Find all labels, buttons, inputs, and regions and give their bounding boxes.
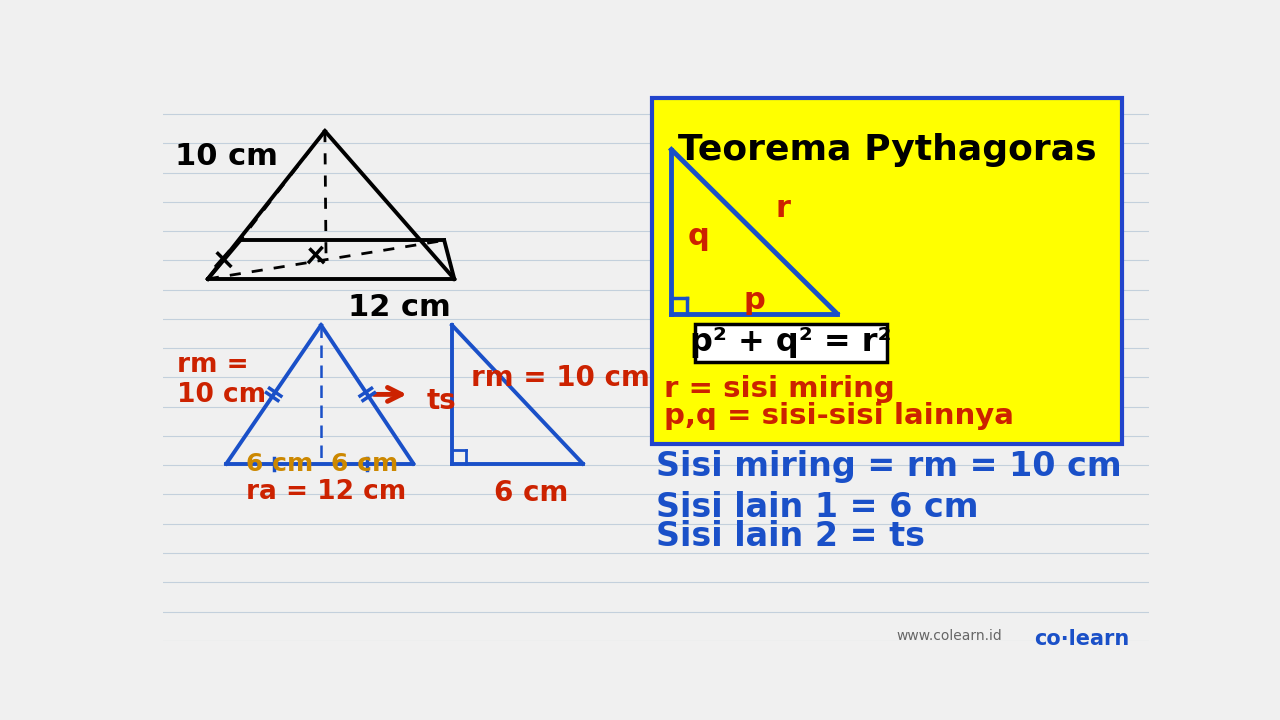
Text: co·learn: co·learn [1034, 629, 1129, 649]
Text: 6 cm: 6 cm [494, 479, 568, 507]
Text: Sisi lain 1 = 6 cm: Sisi lain 1 = 6 cm [657, 490, 978, 523]
Text: 6 cm: 6 cm [332, 452, 398, 476]
Text: ra = 12 cm: ra = 12 cm [246, 479, 407, 505]
Text: p: p [744, 286, 765, 315]
Text: 12 cm: 12 cm [348, 293, 451, 322]
Bar [652, 98, 1121, 444]
Text: rm =
10 cm: rm = 10 cm [177, 352, 266, 408]
Text: r: r [776, 194, 791, 222]
Text: p,q = sisi-sisi lainnya: p,q = sisi-sisi lainnya [664, 402, 1014, 430]
Text: p² + q² = r²: p² + q² = r² [690, 328, 891, 359]
Text: rm = 10 cm: rm = 10 cm [471, 364, 650, 392]
Text: Teorema Pythagoras: Teorema Pythagoras [677, 132, 1096, 166]
Text: 10 cm: 10 cm [175, 142, 278, 171]
Text: r = sisi miring: r = sisi miring [664, 375, 895, 403]
Text: 6 cm: 6 cm [246, 452, 314, 476]
Text: q: q [687, 222, 709, 251]
Text: Sisi lain 2 = ts: Sisi lain 2 = ts [657, 520, 925, 553]
Text: ts: ts [426, 387, 456, 415]
Text: Sisi miring = rm = 10 cm: Sisi miring = rm = 10 cm [657, 450, 1121, 483]
Bar [695, 323, 887, 362]
Text: www.colearn.id: www.colearn.id [897, 629, 1002, 643]
